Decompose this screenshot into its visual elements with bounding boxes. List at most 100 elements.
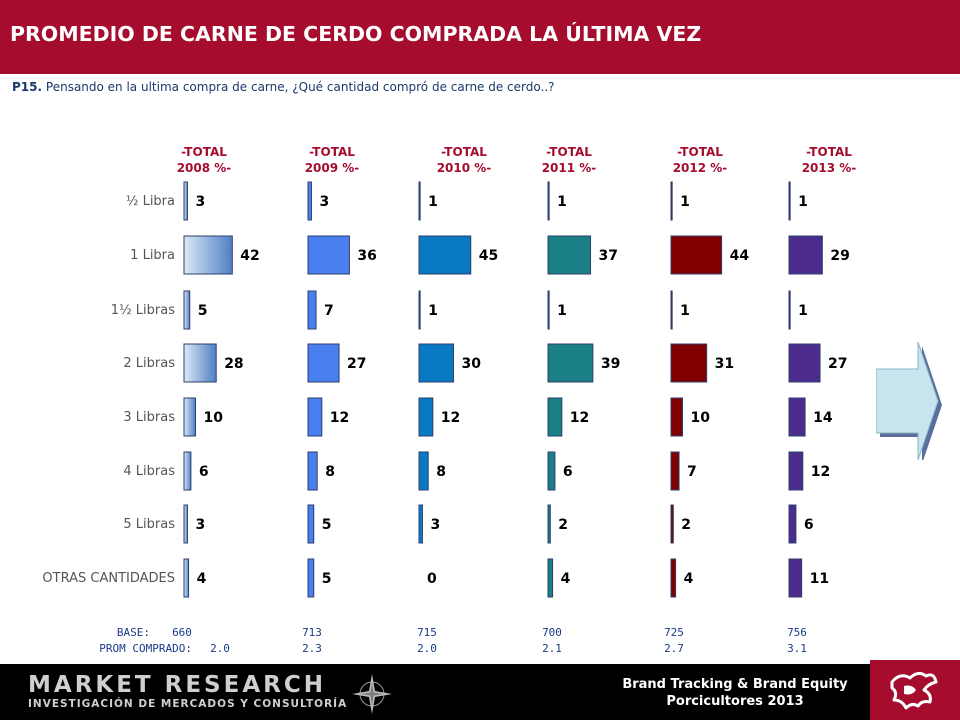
bar <box>307 504 315 544</box>
bar-value-label: 1 <box>557 303 567 319</box>
bar-value-label: 14 <box>813 410 833 426</box>
bar <box>788 558 803 598</box>
bar <box>307 558 315 598</box>
prom-value: 3.1 <box>787 642 807 655</box>
series-header: -TOTAL <box>546 145 592 159</box>
bar-value-label: 0 <box>427 571 437 587</box>
bar-value-label: 1 <box>680 303 690 319</box>
category-label: 1 Libra <box>130 248 175 263</box>
base-value: 756 <box>787 626 807 639</box>
base-value: 713 <box>302 626 322 639</box>
bar-value-label: 1 <box>680 194 690 210</box>
bar-value-label: 1 <box>798 194 808 210</box>
page-title: PROMEDIO DE CARNE DE CERDO COMPRADA LA Ú… <box>10 22 702 46</box>
bar-value-label: 4 <box>684 571 694 587</box>
bar <box>670 558 677 598</box>
bar <box>418 504 423 544</box>
category-label: OTRAS CANTIDADES <box>42 571 175 586</box>
bar <box>418 397 434 437</box>
study-line-1: Brand Tracking & Brand Equity <box>622 677 848 692</box>
category-label: 4 Libras <box>123 464 175 479</box>
series-header: 2010 %- <box>437 161 492 175</box>
company-logo-text: MARKET RESEARCH <box>28 672 326 698</box>
bar-value-label: 44 <box>730 248 750 264</box>
bar-value-label: 31 <box>715 356 734 372</box>
category-label: 5 Libras <box>123 517 175 532</box>
bar <box>788 451 804 491</box>
category-label: 1½ Libras <box>111 303 175 318</box>
prom-value: 2.1 <box>542 642 562 655</box>
bar <box>547 235 592 275</box>
bar-value-label: 5 <box>322 517 332 533</box>
base-value: 715 <box>417 626 437 639</box>
bar <box>670 504 674 544</box>
bar-value-label: 29 <box>830 248 849 264</box>
series-header: -TOTAL <box>806 145 852 159</box>
bar-value-label: 4 <box>561 571 571 587</box>
prom-value: 2.7 <box>664 642 684 655</box>
series-header: -TOTAL <box>181 145 227 159</box>
bar-value-label: 3 <box>195 517 205 533</box>
bar <box>547 290 550 330</box>
series-header: 2012 %- <box>673 161 728 175</box>
bar <box>307 397 323 437</box>
bar <box>418 235 472 275</box>
bar-value-label: 2 <box>681 517 691 533</box>
bar-value-label: 12 <box>811 464 830 480</box>
bar <box>183 181 188 221</box>
prom-value: 2.3 <box>302 642 322 655</box>
category-label: 2 Libras <box>123 356 175 371</box>
bar <box>788 181 791 221</box>
company-logo-subtitle: INVESTIGACIÓN DE MERCADOS Y CONSULTORÍA <box>28 698 348 710</box>
bar-value-label: 36 <box>357 248 376 264</box>
next-arrow-icon[interactable] <box>876 342 942 460</box>
bar <box>183 235 233 275</box>
bar <box>183 397 196 437</box>
bar <box>547 181 550 221</box>
bar <box>547 397 563 437</box>
series-header: -TOTAL <box>309 145 355 159</box>
bar <box>307 451 318 491</box>
series-header: 2008 %- <box>177 161 232 175</box>
bar-value-label: 8 <box>325 464 335 480</box>
category-label: ½ Libra <box>126 194 175 209</box>
bar-value-label: 10 <box>204 410 224 426</box>
bar-value-label: 6 <box>563 464 573 480</box>
base-value: 700 <box>542 626 562 639</box>
bar <box>307 181 312 221</box>
question-code: P15. <box>12 80 43 94</box>
bar-value-label: 30 <box>462 356 482 372</box>
series-header: -TOTAL <box>441 145 487 159</box>
base-label: BASE: <box>117 626 150 639</box>
prom-value: 2.0 <box>417 642 437 655</box>
series-header: -TOTAL <box>677 145 723 159</box>
bar-value-label: 12 <box>570 410 589 426</box>
bar-value-label: 27 <box>347 356 366 372</box>
bar-value-label: 5 <box>322 571 332 587</box>
bar-value-label: 12 <box>441 410 460 426</box>
bar <box>418 181 421 221</box>
bar <box>547 558 554 598</box>
bar <box>788 235 823 275</box>
bar <box>547 343 594 383</box>
bar <box>418 343 454 383</box>
bar <box>788 397 806 437</box>
question-text: P15. Pensando en la ultima compra de car… <box>12 80 555 94</box>
bar <box>670 451 680 491</box>
title-bar: PROMEDIO DE CARNE DE CERDO COMPRADA LA Ú… <box>0 0 960 74</box>
bar <box>670 290 673 330</box>
bar-value-label: 37 <box>599 248 618 264</box>
prom-value: 2.0 <box>210 642 230 655</box>
prom-label: PROM COMPRADO: <box>99 642 192 655</box>
brand-logo-box <box>870 660 960 720</box>
bar-value-label: 27 <box>828 356 847 372</box>
base-value: 725 <box>664 626 684 639</box>
bar-value-label: 3 <box>195 194 205 210</box>
bar <box>183 343 217 383</box>
bar-value-label: 3 <box>319 194 329 210</box>
bar-value-label: 2 <box>558 517 568 533</box>
series-header: 2009 %- <box>305 161 360 175</box>
bar <box>183 504 188 544</box>
bar <box>547 504 551 544</box>
bar-value-label: 10 <box>691 410 711 426</box>
